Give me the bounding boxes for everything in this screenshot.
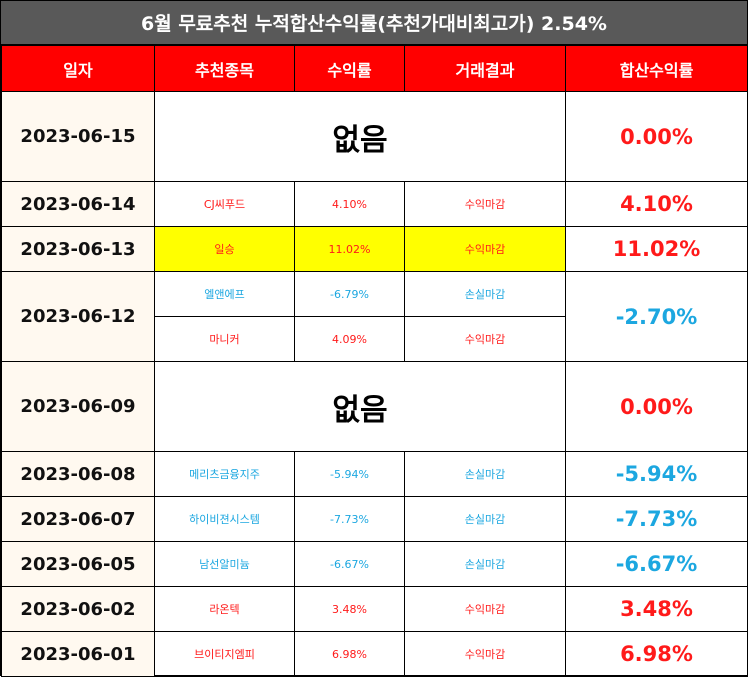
row-return: 11.02% <box>294 226 405 272</box>
table-row: 2023-06-14 CJ씨푸드 4.10% 수익마감 4.10% <box>1 181 748 227</box>
row-result: 수익마감 <box>404 316 566 362</box>
table-row: 2023-06-12 엘앤에프 -6.79% 손실마감 -2.70% <box>1 271 748 362</box>
row-return: -7.73% <box>294 496 405 542</box>
row-stock: 하이비젼시스템 <box>154 496 295 542</box>
row-date: 2023-06-09 <box>1 361 155 452</box>
row-result: 수익마감 <box>404 226 566 272</box>
row-result: 손실마감 <box>404 271 566 317</box>
row-date: 2023-06-12 <box>1 271 155 362</box>
row-date: 2023-06-02 <box>1 586 155 632</box>
table-row: 2023-06-08 메리츠금융지주 -5.94% 손실마감 -5.94% <box>1 451 748 497</box>
row-stock: 남선알미늄 <box>154 541 295 587</box>
row-result: 손실마감 <box>404 541 566 587</box>
row-date: 2023-06-01 <box>1 631 155 677</box>
row-total-return: 11.02% <box>565 226 748 272</box>
row-stock: 메리츠금융지주 <box>154 451 295 497</box>
row-total-return: 4.10% <box>565 181 748 227</box>
row-total-return: 6.98% <box>565 631 748 677</box>
row-stock: 브이티지엠피 <box>154 631 295 677</box>
row-total-return: 3.48% <box>565 586 748 632</box>
returns-table: 일자 추천종목 수익률 거래결과 합산수익률 2023-06-15 없음 0.0… <box>1 45 748 677</box>
header-row: 일자 추천종목 수익률 거래결과 합산수익률 <box>1 45 748 92</box>
row-total-return: 0.00% <box>565 91 748 182</box>
row-stock: 마니커 <box>154 316 295 362</box>
row-date: 2023-06-07 <box>1 496 155 542</box>
row-stock: 엘앤에프 <box>154 271 295 317</box>
row-date: 2023-06-14 <box>1 181 155 227</box>
row-date: 2023-06-13 <box>1 226 155 272</box>
row-total-return: -2.70% <box>565 271 748 362</box>
table-row: 2023-06-15 없음 0.00% <box>1 91 748 182</box>
no-recommendation: 없음 <box>154 91 566 182</box>
row-result: 수익마감 <box>404 586 566 632</box>
header-stock: 추천종목 <box>154 45 295 92</box>
row-return: 4.10% <box>294 181 405 227</box>
row-return: 3.48% <box>294 586 405 632</box>
table-title: 6월 무료추천 누적합산수익률(추천가대비최고가) 2.54% <box>1 1 747 45</box>
header-result: 거래결과 <box>404 45 566 92</box>
row-total-return: -5.94% <box>565 451 748 497</box>
row-total-return: -6.67% <box>565 541 748 587</box>
row-result: 손실마감 <box>404 451 566 497</box>
row-stock: CJ씨푸드 <box>154 181 295 227</box>
header-return: 수익률 <box>294 45 405 92</box>
row-return: -6.67% <box>294 541 405 587</box>
table-row: 2023-06-13 일승 11.02% 수익마감 11.02% <box>1 226 748 272</box>
row-result: 수익마감 <box>404 631 566 677</box>
table-row: 2023-06-02 라온텍 3.48% 수익마감 3.48% <box>1 586 748 632</box>
row-total-return: 0.00% <box>565 361 748 452</box>
no-recommendation: 없음 <box>154 361 566 452</box>
row-date: 2023-06-15 <box>1 91 155 182</box>
row-return: -6.79% <box>294 271 405 317</box>
row-stock: 일승 <box>154 226 295 272</box>
table-row: 2023-06-01 브이티지엠피 6.98% 수익마감 6.98% <box>1 631 748 677</box>
table-row: 2023-06-09 없음 0.00% <box>1 361 748 452</box>
table-row: 2023-06-05 남선알미늄 -6.67% 손실마감 -6.67% <box>1 541 748 587</box>
row-return: 6.98% <box>294 631 405 677</box>
row-return: 4.09% <box>294 316 405 362</box>
row-result: 손실마감 <box>404 496 566 542</box>
header-total: 합산수익률 <box>565 45 748 92</box>
row-return: -5.94% <box>294 451 405 497</box>
row-date: 2023-06-08 <box>1 451 155 497</box>
row-result: 수익마감 <box>404 181 566 227</box>
row-date: 2023-06-05 <box>1 541 155 587</box>
row-total-return: -7.73% <box>565 496 748 542</box>
table-row: 마니커 4.09% 수익마감 <box>2 316 748 362</box>
row-stock: 라온텍 <box>154 586 295 632</box>
table-row: 2023-06-07 하이비젼시스템 -7.73% 손실마감 -7.73% <box>1 496 748 542</box>
header-date: 일자 <box>1 45 155 92</box>
